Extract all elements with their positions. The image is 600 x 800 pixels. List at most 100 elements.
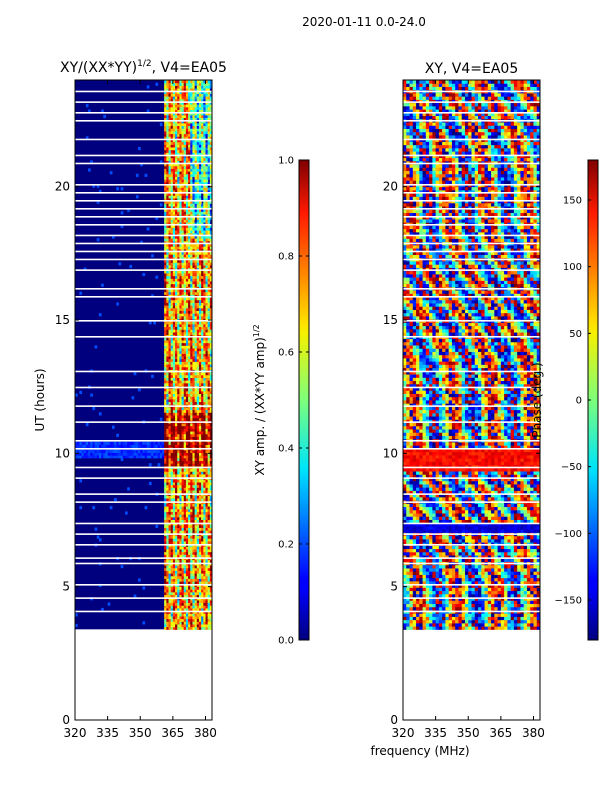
heatmap-cell (201, 573, 204, 577)
heatmap-cell (209, 444, 212, 448)
heatmap-cell (207, 396, 211, 400)
heatmap-cell (209, 621, 212, 625)
heatmap-cell (207, 444, 211, 448)
heatmap-cell (183, 168, 187, 172)
heatmap-cell (172, 481, 176, 486)
heatmap-cell (181, 286, 185, 290)
heatmap-cell (198, 275, 202, 279)
heatmap-cell (500, 626, 505, 630)
heatmap-cell (474, 626, 479, 630)
heatmap-cell (196, 361, 200, 365)
heatmap-cell (196, 353, 200, 357)
heatmap-cell (168, 374, 172, 378)
heatmap-cell (209, 591, 212, 595)
heatmap-cell (188, 235, 191, 239)
heatmap-cell (205, 101, 209, 105)
heatmap-cell (207, 80, 211, 84)
heatmap-cell (198, 181, 202, 186)
heatmap-cell (188, 406, 191, 411)
heatmap-cell (198, 144, 202, 148)
heatmap-cell (194, 594, 198, 598)
heatmap-cell (172, 605, 176, 609)
heatmap-cell (192, 460, 196, 464)
heatmap-cell (198, 232, 202, 236)
heatmap-cell (194, 535, 198, 539)
heatmap-cell (183, 618, 187, 622)
heatmap-cell (196, 345, 200, 349)
heatmap-cell (129, 441, 133, 445)
heatmap-cell (194, 267, 198, 271)
heatmap-cell (188, 535, 191, 539)
heatmap-cell (175, 246, 178, 250)
heatmap-cell (170, 181, 174, 186)
heatmap-cell (157, 452, 161, 456)
heatmap-cell (201, 423, 204, 427)
heatmap-cell (194, 382, 198, 386)
heatmap-cell (201, 607, 204, 612)
heatmap-cell (181, 374, 185, 378)
heatmap-cell (179, 114, 183, 119)
heatmap-cell (166, 155, 169, 159)
heatmap-cell (196, 530, 200, 534)
heatmap-cell (183, 623, 187, 628)
heatmap-cell (203, 358, 206, 362)
heatmap-cell (194, 275, 198, 279)
heatmap-cell (170, 286, 174, 290)
heatmap-cell (194, 80, 198, 84)
heatmap-cell (172, 280, 176, 285)
heatmap-cell (140, 240, 143, 244)
heatmap-cell (175, 189, 178, 194)
heatmap-cell (203, 264, 206, 269)
heatmap-cell (196, 495, 200, 499)
heatmap-cell (181, 165, 185, 169)
flagged-gap (75, 288, 212, 290)
heatmap-cell (177, 444, 180, 448)
heatmap-cell (201, 401, 204, 405)
heatmap-cell (207, 248, 211, 252)
heatmap-cell (205, 163, 209, 167)
heatmap-cell (177, 305, 180, 309)
heatmap-cell (172, 251, 176, 255)
heatmap-cell (179, 514, 183, 518)
heatmap-cell (185, 589, 189, 593)
heatmap-cell (203, 479, 206, 483)
heatmap-cell (164, 114, 167, 119)
heatmap-cell (172, 192, 176, 196)
heatmap-cell (198, 195, 202, 199)
heatmap-cell (190, 125, 193, 129)
x-tick-label: 320 (64, 726, 87, 740)
heatmap-cell (207, 508, 211, 512)
heatmap-cell (185, 104, 189, 108)
heatmap-cell (183, 173, 187, 177)
heatmap-cell (175, 240, 178, 244)
heatmap-cell (194, 187, 198, 191)
heatmap-cell (203, 203, 206, 207)
heatmap-cell (205, 524, 209, 529)
heatmap-cell (177, 578, 180, 582)
heatmap-cell (129, 444, 133, 448)
heatmap-cell (164, 264, 167, 269)
heatmap-cell (172, 347, 176, 352)
heatmap-cell (198, 310, 202, 314)
heatmap-cell (177, 514, 180, 518)
heatmap-cell (166, 213, 169, 218)
heatmap-cell (192, 511, 196, 515)
heatmap-cell (192, 591, 196, 595)
heatmap-cell (209, 165, 212, 169)
heatmap-cell (205, 565, 209, 569)
heatmap-cell (172, 85, 176, 89)
heatmap-cell (172, 398, 176, 403)
heatmap-cell (203, 345, 206, 349)
heatmap-cell (190, 615, 193, 620)
heatmap-cell (81, 449, 85, 453)
heatmap-cell (198, 506, 202, 510)
heatmap-cell (196, 155, 200, 159)
heatmap-cell (164, 267, 167, 271)
heatmap-cell (188, 503, 191, 507)
heatmap-cell (209, 144, 212, 148)
heatmap-cell (183, 149, 187, 153)
heatmap-cell (168, 524, 172, 529)
heatmap-cell (177, 618, 180, 622)
heatmap-cell (175, 323, 178, 328)
heatmap-cell (168, 197, 172, 202)
